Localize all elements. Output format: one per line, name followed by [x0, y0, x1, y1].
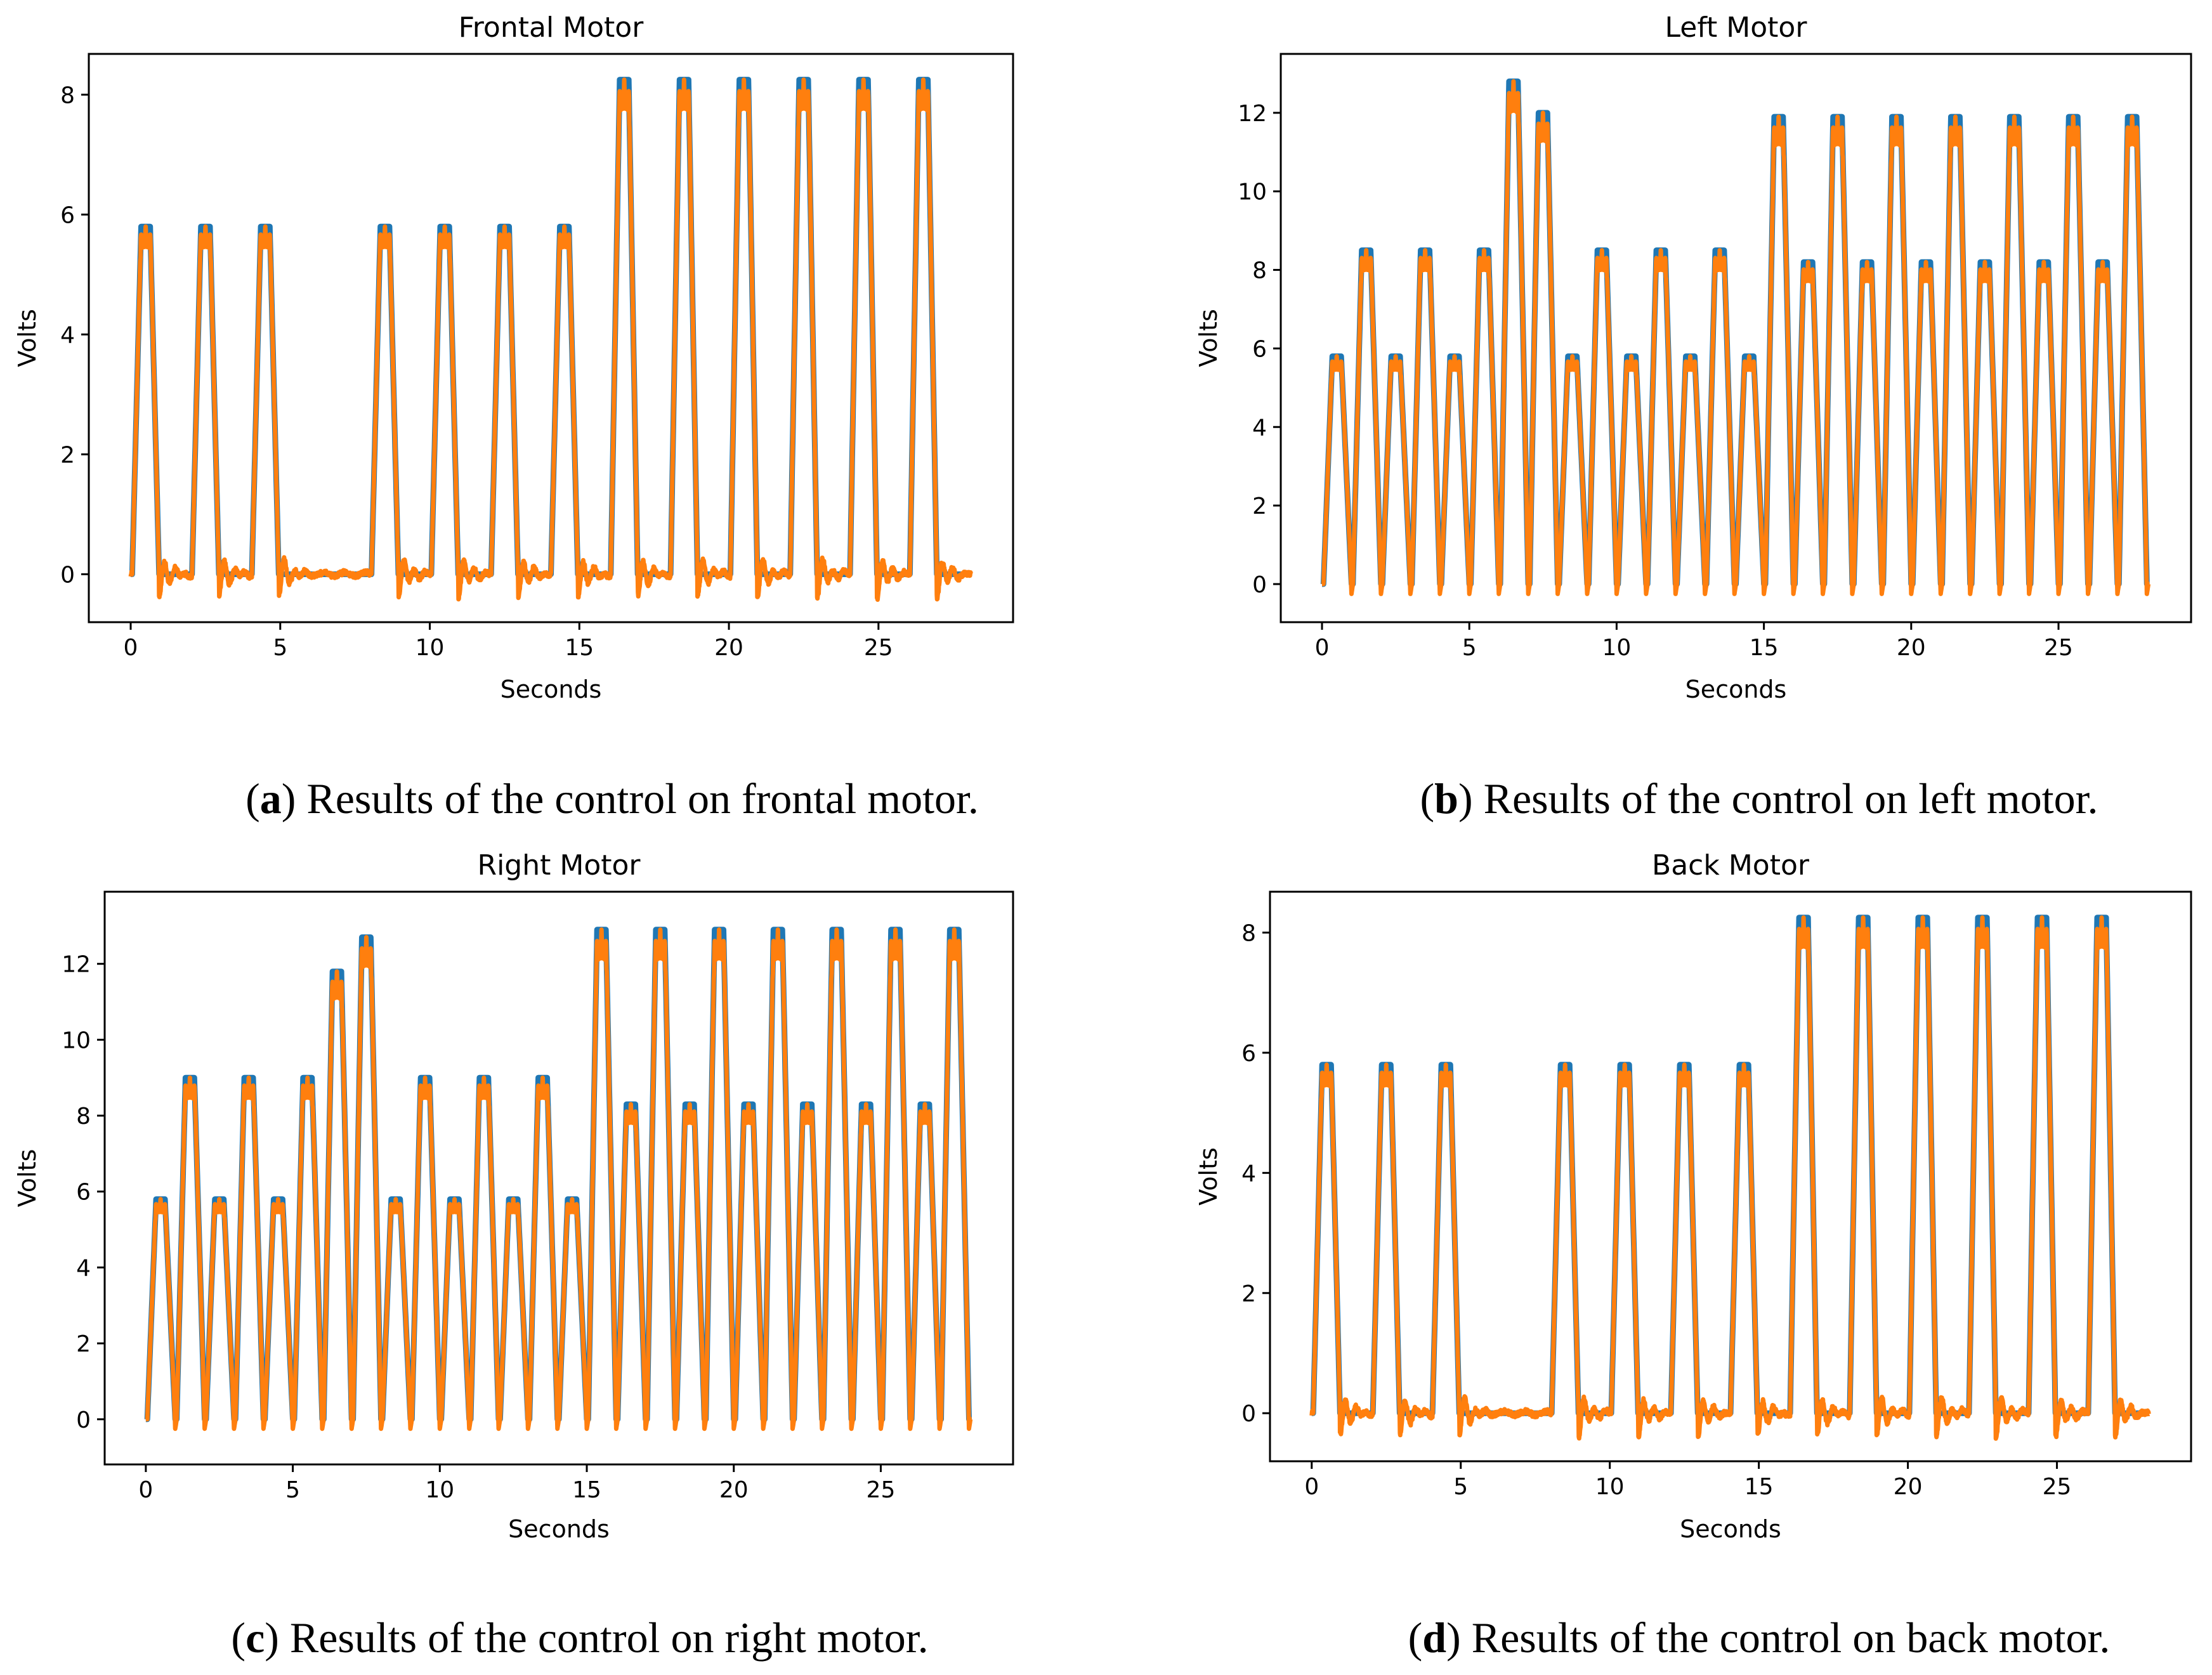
caption-open-paren: ( [1408, 1613, 1423, 1662]
y-tick-label: 2 [1252, 493, 1267, 519]
y-tick-label: 2 [1241, 1281, 1256, 1307]
caption-text: ) Results of the control on right motor. [265, 1613, 928, 1662]
chart-title: Left Motor [1665, 11, 1808, 44]
caption-text: ) Results of the control on left motor. [1458, 774, 2098, 823]
x-tick-label: 20 [719, 1477, 749, 1503]
measured-series-line [1309, 915, 2151, 1441]
y-tick-label: 12 [62, 952, 91, 978]
y-tick-label: 10 [62, 1027, 91, 1053]
x-tick-label: 15 [565, 635, 594, 661]
y-axis-label: Volts [1194, 1147, 1222, 1206]
caption-letter: b [1434, 774, 1458, 823]
x-tick-label: 20 [714, 635, 743, 661]
caption-open-paren: ( [231, 1613, 245, 1662]
caption-text: ) Results of the control on back motor. [1446, 1613, 2110, 1662]
x-tick-label: 25 [2043, 1474, 2072, 1500]
x-tick-label: 10 [1602, 635, 1632, 661]
axes-frame [1269, 890, 2192, 1463]
y-tick-label: 0 [1241, 1401, 1256, 1427]
y-tick-label: 2 [60, 442, 75, 468]
chart-frontal-motor: 0 5 10 15 20 25 0 2 4 6 8 Frontal Motor Seconds Volts… [13, 11, 1014, 823]
x-tick-label: 20 [1897, 635, 1926, 661]
x-tick-label: 5 [1453, 1474, 1468, 1500]
chart-right-motor: 0 5 10 15 20 25 0 2 4 6 8 10 12 Right Motor Seconds Vol… [13, 849, 1014, 1662]
caption-letter: c [245, 1613, 265, 1662]
measured-series-line [143, 927, 974, 1431]
figure-caption: (b) Results of the control on left motor… [1420, 774, 2098, 823]
y-tick-label: 4 [1252, 415, 1267, 441]
y-tick-label: 8 [1241, 920, 1256, 946]
y-tick-label: 10 [1238, 179, 1267, 205]
x-tick-label: 15 [572, 1477, 601, 1503]
y-tick-label: 8 [76, 1104, 91, 1130]
axes-frame [88, 53, 1014, 623]
chart-title: Frontal Motor [459, 11, 645, 44]
x-tick-label: 5 [1462, 635, 1477, 661]
y-tick-label: 6 [1241, 1041, 1256, 1067]
y-tick-label: 4 [60, 322, 75, 348]
y-tick-label: 0 [60, 562, 75, 588]
x-axis-label: Seconds [1685, 675, 1787, 703]
chart-title: Back Motor [1652, 849, 1810, 882]
caption-letter: d [1422, 1613, 1446, 1662]
x-axis-label: Seconds [1680, 1515, 1781, 1543]
caption-open-paren: ( [245, 774, 260, 823]
y-tick-label: 8 [1252, 258, 1267, 284]
x-tick-label: 25 [867, 1477, 896, 1503]
y-axis-label: Volts [13, 1149, 41, 1208]
x-tick-label: 25 [2044, 635, 2073, 661]
chart-left-motor: 0 5 10 15 20 25 0 2 4 6 8 10 12 Left Motor Seconds Volt… [1194, 11, 2192, 823]
figure-caption: (a) Results of the control on frontal mo… [245, 774, 979, 823]
x-tick-label: 5 [273, 635, 287, 661]
caption-text: ) Results of the control on frontal moto… [282, 774, 979, 823]
y-axis-label: Volts [13, 309, 41, 367]
y-tick-label: 0 [1252, 572, 1267, 598]
measured-series-line [128, 77, 973, 602]
x-tick-label: 10 [416, 635, 445, 661]
x-tick-label: 25 [864, 635, 893, 661]
y-tick-label: 2 [76, 1331, 91, 1357]
y-tick-label: 8 [60, 82, 75, 108]
x-axis-label: Seconds [508, 1515, 610, 1543]
x-tick-label: 0 [1304, 1474, 1319, 1500]
y-tick-label: 6 [76, 1180, 91, 1206]
x-tick-label: 15 [1750, 635, 1779, 661]
figure-caption: (c) Results of the control on right moto… [231, 1613, 928, 1662]
x-tick-label: 10 [425, 1477, 454, 1503]
measured-series-line [1320, 79, 2152, 596]
x-tick-label: 15 [1744, 1474, 1774, 1500]
axes-frame [103, 890, 1014, 1466]
y-tick-label: 4 [1241, 1161, 1256, 1187]
caption-letter: a [260, 774, 282, 823]
chart-back-motor: 0 5 10 15 20 25 0 2 4 6 8 Back Motor Seconds Volts (d)… [1194, 849, 2192, 1662]
y-tick-label: 6 [60, 202, 75, 228]
y-tick-label: 4 [76, 1255, 91, 1281]
caption-open-paren: ( [1420, 774, 1435, 823]
y-tick-label: 0 [76, 1407, 91, 1433]
y-tick-label: 12 [1238, 101, 1267, 127]
x-tick-label: 20 [1894, 1474, 1923, 1500]
x-tick-label: 0 [138, 1477, 153, 1503]
x-tick-label: 5 [285, 1477, 300, 1503]
y-tick-label: 6 [1252, 336, 1267, 362]
x-axis-label: Seconds [501, 675, 602, 703]
x-tick-label: 0 [124, 635, 138, 661]
figure-caption: (d) Results of the control on back motor… [1408, 1613, 2111, 1662]
x-tick-label: 0 [1315, 635, 1330, 661]
axes-frame [1279, 53, 2192, 623]
y-axis-label: Volts [1194, 309, 1222, 367]
x-tick-label: 10 [1595, 1474, 1625, 1500]
chart-title: Right Motor [478, 849, 641, 882]
